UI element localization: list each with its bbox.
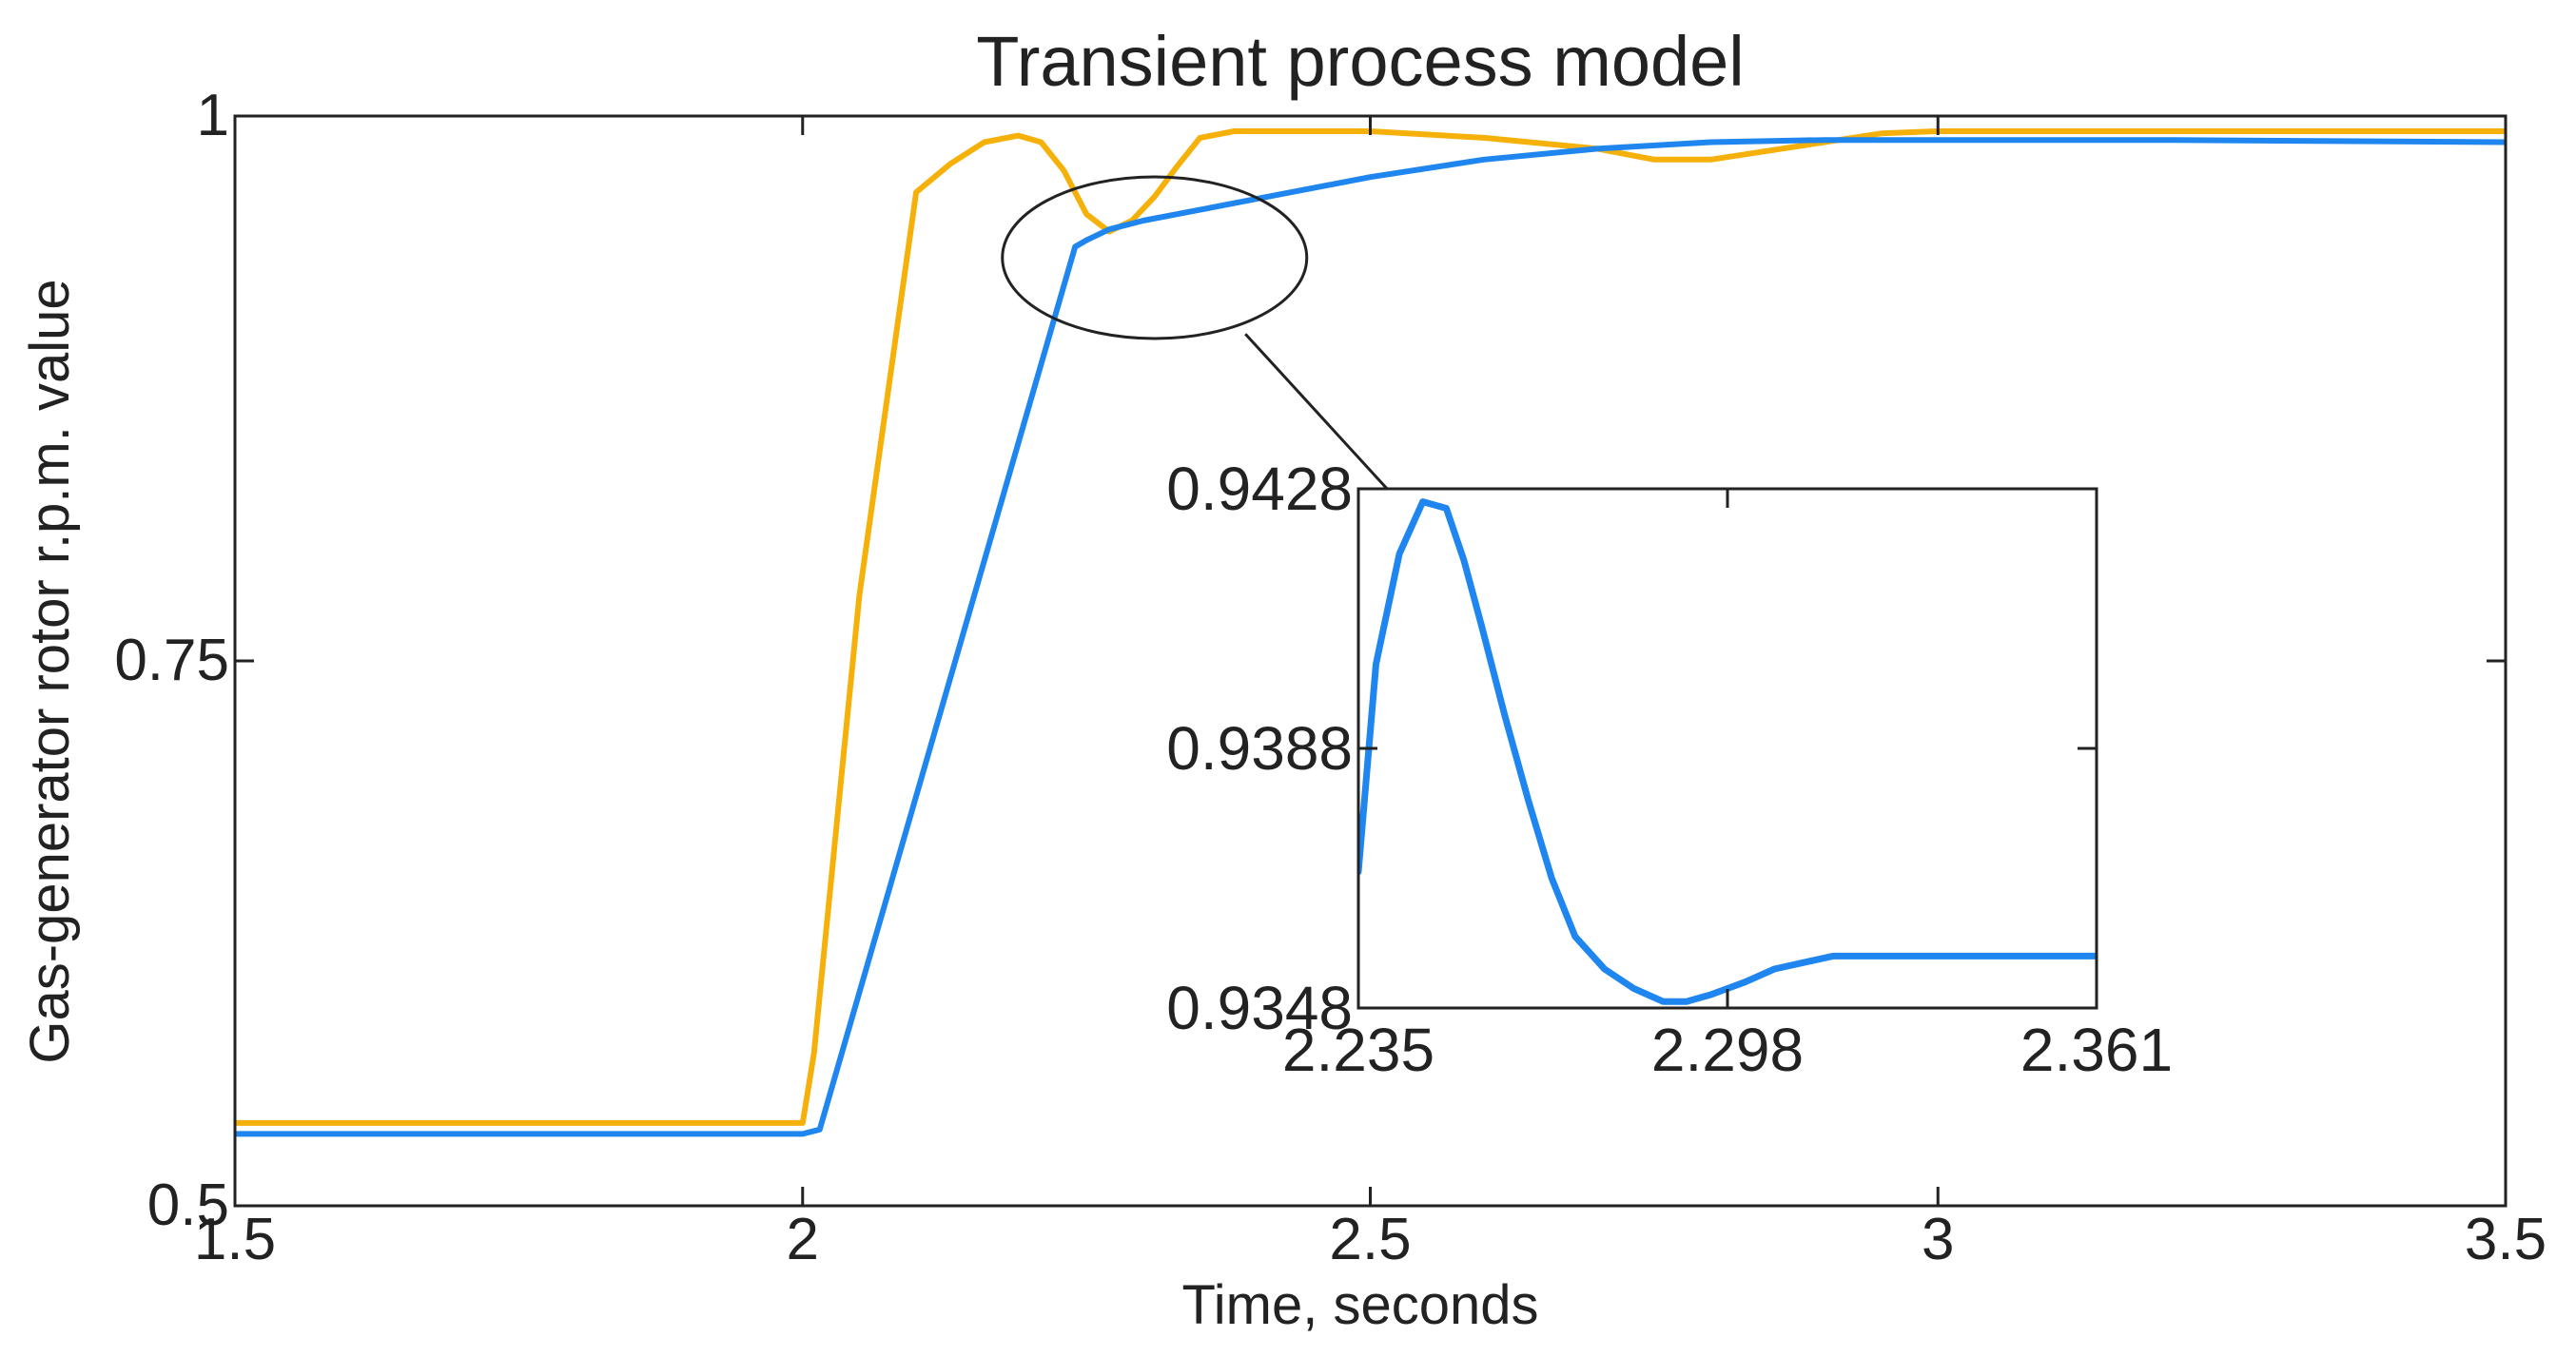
inset-plot-area	[1358, 489, 2097, 1008]
main-y-tick-label-2: 0.75	[114, 628, 229, 693]
main-x-tick-label-1: 1.5	[194, 1207, 276, 1272]
x-axis-label: Time, seconds	[1182, 1274, 1539, 1336]
inset-series-line-1	[1358, 498, 2097, 1005]
main-series-line-1	[235, 128, 2506, 1126]
inset-plot: 2.235 2.298 2.361 0.9348 0.9388 0.9428	[1166, 455, 2173, 1084]
zoom-annotation	[1001, 175, 1395, 496]
main-y-tick-label-1: 0.5	[147, 1173, 229, 1238]
zoom-ellipse	[1001, 175, 1309, 340]
main-x-tick-label-3: 2.5	[1329, 1207, 1411, 1272]
chart-title: Transient process model	[976, 22, 1745, 101]
zoom-connector-line	[1244, 333, 1395, 496]
main-y-tick-label-3: 1	[197, 83, 229, 148]
inset-y-tick-label-2: 0.9388	[1166, 714, 1353, 783]
main-x-tick-label-2: 2	[787, 1207, 819, 1272]
main-x-tick-label-4: 3	[1922, 1207, 1954, 1272]
inset-x-tick-label-3: 2.361	[2020, 1016, 2173, 1084]
inset-y-tick-label-1: 0.9348	[1166, 974, 1353, 1042]
inset-y-tick-label-3: 0.9428	[1166, 455, 1353, 523]
main-plot: 1.5 2 2.5 3 3.5 0.5 0.75 1	[114, 83, 2547, 1272]
inset-x-tick-label-2: 2.298	[1651, 1016, 1804, 1084]
main-x-tick-label-5: 3.5	[2465, 1207, 2547, 1272]
inset-x-tick-label-1: 2.235	[1282, 1016, 1434, 1084]
inset-series-group	[1358, 498, 2097, 1005]
y-axis-label: Gas-generator rotor r.p.m. value	[19, 279, 81, 1063]
